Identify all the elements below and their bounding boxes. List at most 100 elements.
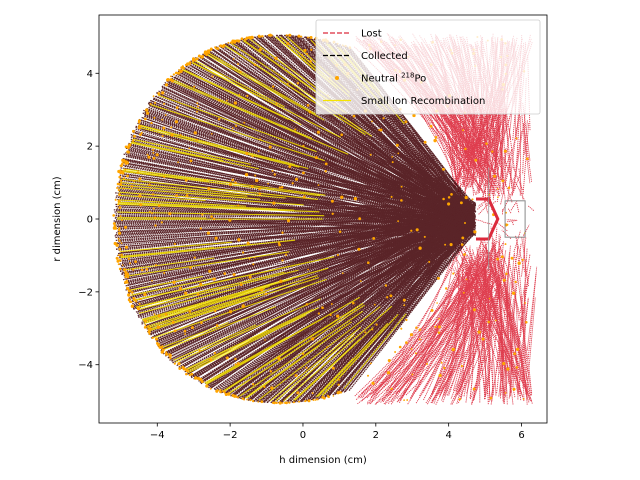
recombination-segment (137, 126, 300, 168)
lost-trajectory (496, 157, 504, 202)
neutral-point (215, 324, 219, 327)
neutral-point (127, 257, 131, 261)
lost-trajectory (506, 286, 511, 396)
neutral-point (489, 396, 493, 400)
collected-trajectory (235, 221, 468, 398)
neutral-point (174, 120, 179, 124)
detector-geometry (476, 168, 526, 270)
neutral-point (189, 63, 191, 66)
neutral-point (238, 93, 241, 96)
neutral-point (180, 69, 184, 72)
neutral-point (138, 194, 142, 198)
y-axis-ticks: −4 −2 0 2 4 (78, 69, 99, 371)
lost-trajectory (522, 102, 531, 161)
lost-trajectory (500, 38, 515, 178)
neutral-point (307, 36, 309, 39)
recombination-segment (135, 286, 219, 308)
legend-label: Small Ion Recombination (361, 96, 485, 107)
neutral-point (261, 35, 264, 38)
lost-trajectory (483, 221, 493, 225)
collected-trajectory (339, 43, 470, 210)
neutral-point (511, 291, 516, 295)
neutral-point (452, 272, 455, 275)
recombination-segment (120, 178, 318, 200)
neutral-point (286, 42, 290, 46)
recombination-segment (321, 337, 377, 396)
lost-trajectory (507, 265, 509, 324)
neutral-point (150, 121, 153, 125)
lost-trajectory (509, 288, 516, 378)
lost-trajectory (500, 149, 513, 181)
lost-trajectory (472, 278, 490, 402)
neutral-point (145, 108, 149, 112)
recombination-segment (138, 124, 309, 170)
recombination-segment (117, 199, 247, 207)
neutral-point (139, 203, 143, 207)
neutral-point (404, 120, 408, 124)
lost-trajectory (409, 254, 479, 401)
recombination-segment (171, 78, 313, 139)
lost-trajectory (431, 282, 501, 401)
neutral-point (219, 389, 222, 392)
collected-trajectory (142, 112, 470, 217)
neutral-point (437, 325, 441, 329)
neutral-point (462, 129, 464, 132)
lost-trajectory (441, 273, 460, 399)
neutral-point (116, 186, 119, 189)
x-axis-label: h dimension (cm) (279, 455, 367, 466)
neutral-point (124, 168, 127, 171)
neutral-point (292, 401, 295, 404)
collected-trajectory (182, 66, 472, 223)
neutral-point (193, 256, 196, 259)
lost-trajectory (508, 128, 515, 171)
neutral-point (164, 114, 167, 116)
collected-trajectory (302, 232, 474, 403)
neutral-point (254, 174, 257, 177)
lost-trajectory (494, 164, 497, 184)
neutral-point (371, 328, 374, 331)
neutral-point (214, 309, 217, 313)
lost-trajectory (422, 272, 475, 392)
recombination-segment (205, 296, 361, 385)
neutral-point (358, 217, 362, 221)
neutral-point (237, 238, 241, 242)
recombination-segment (182, 68, 302, 126)
lost-trajectory (487, 279, 505, 404)
neutral-point (488, 297, 491, 300)
neutral-point (364, 331, 367, 334)
neutral-point (477, 330, 481, 334)
neutral-point (123, 160, 126, 163)
neutral-point (232, 58, 235, 60)
lost-trajectory (516, 240, 525, 325)
neutral-point (210, 132, 213, 135)
neutral-point (139, 125, 142, 128)
neutral-point (152, 207, 155, 210)
neutral-point (504, 392, 507, 394)
neutral-point (118, 267, 122, 271)
recombination-segment (208, 52, 316, 115)
neutral-point (438, 317, 440, 320)
collected-trajectory (159, 91, 476, 235)
lost-trajectory (512, 243, 522, 319)
neutral-point (144, 323, 147, 326)
recombination-segment (173, 324, 257, 361)
legend-entry: Small Ion Recombination (323, 96, 485, 107)
neutral-point (462, 291, 465, 294)
lost-trajectory (370, 247, 463, 392)
collected-trajectory (171, 78, 476, 234)
collected-trajectory (127, 155, 473, 233)
lost-trajectory (382, 280, 475, 403)
lost-trajectory (500, 169, 506, 200)
neutral-point (133, 180, 135, 183)
lost-trajectory (490, 254, 501, 405)
collected-trajectory (232, 41, 469, 231)
neutral-point (310, 48, 313, 51)
lost-trajectory (507, 208, 512, 214)
neutral-point (274, 56, 278, 60)
lost-trajectory (448, 241, 482, 396)
recombination-segment (129, 275, 203, 291)
neutral-point (197, 54, 201, 58)
neutral-point (279, 279, 283, 283)
neutral-point (338, 230, 342, 234)
collected-trajectory (146, 229, 471, 326)
